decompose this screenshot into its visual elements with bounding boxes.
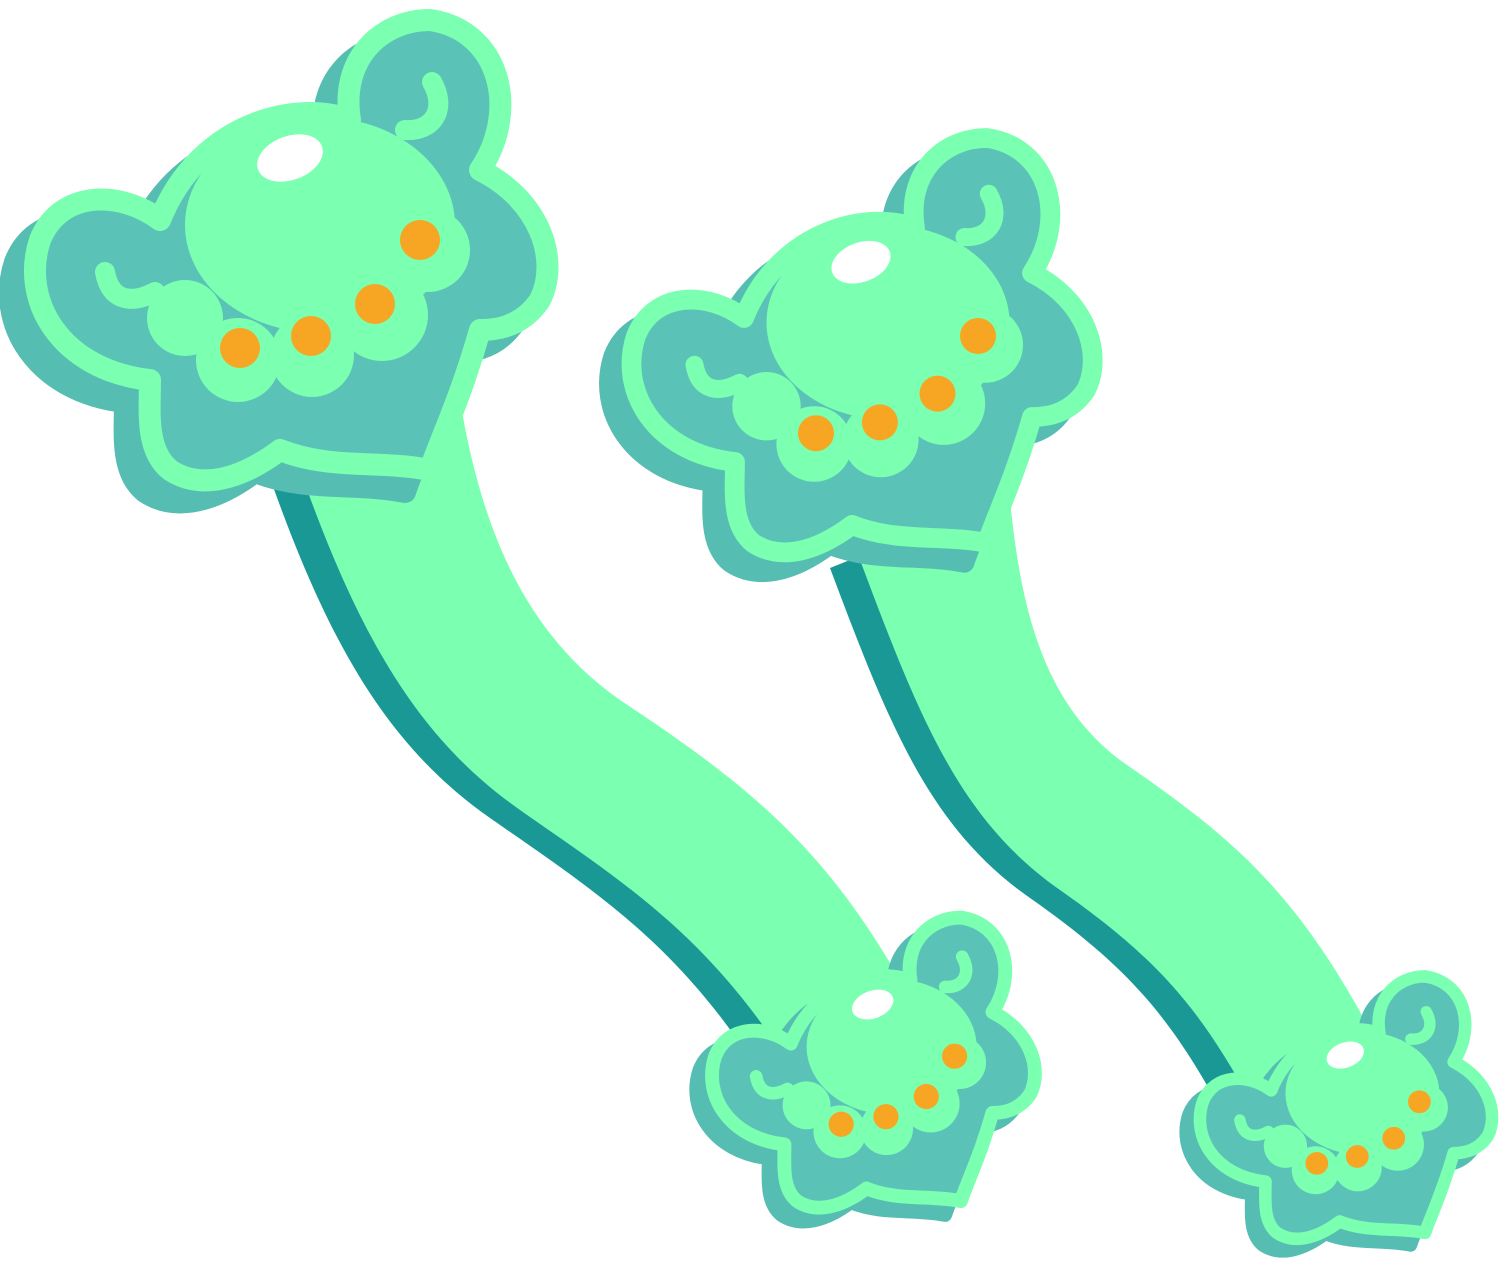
stem: [300, 400, 900, 1050]
top-cloud: [609, 138, 1093, 572]
stem: [860, 500, 1370, 1100]
top-cloud: [10, 20, 548, 502]
